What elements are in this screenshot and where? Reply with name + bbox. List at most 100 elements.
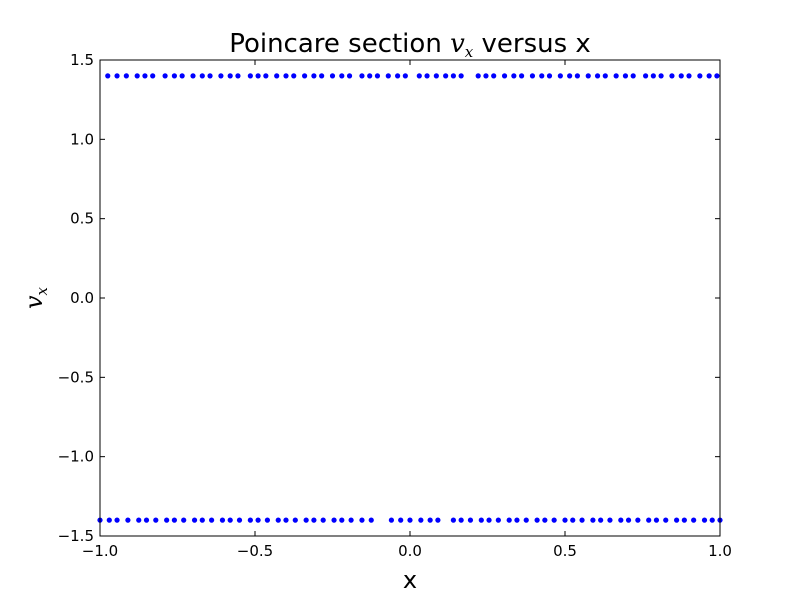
data-point-s1-3 [125,517,131,523]
data-point-s1-49 [570,517,576,523]
data-point-s1-25 [331,517,337,523]
data-point-s0-56 [630,73,636,79]
data-point-s1-55 [625,517,632,523]
data-point-s1-1 [106,517,112,523]
data-point-s0-7 [171,73,177,79]
data-point-s1-36 [450,517,456,523]
data-point-s1-20 [283,517,289,523]
data-point-s1-40 [486,517,492,523]
data-point-s1-37 [458,517,464,523]
data-point-s1-22 [303,517,309,523]
data-points [97,73,723,523]
data-point-s1-34 [427,517,433,523]
chart-title-math-sub: x [465,43,474,61]
chart-title-suffix: versus x [473,29,591,59]
data-point-s0-44 [519,73,525,79]
data-point-s1-48 [562,517,568,523]
data-point-s0-2 [123,73,129,79]
data-point-s0-27 [359,73,365,79]
y-tick-label-2: 0.5 [70,210,94,228]
chart-title: Poincare section vx versus x [229,29,591,61]
data-point-s0-20 [291,73,297,79]
data-point-s1-17 [255,517,261,523]
data-point-s1-2 [114,517,120,523]
x-tick-label-0: −1.0 [82,542,118,560]
data-point-s0-18 [274,73,280,79]
data-point-s0-30 [385,73,391,79]
x-tick-label-1: −0.5 [237,542,273,560]
data-point-s0-1 [114,73,120,79]
data-point-s1-30 [388,517,394,523]
data-point-s1-27 [348,517,354,523]
data-point-s1-26 [339,517,345,523]
data-point-s1-11 [199,517,205,523]
y-tick-label-0: 1.5 [70,51,94,69]
data-point-s1-16 [247,517,253,523]
data-point-s0-5 [150,73,156,79]
data-point-s0-37 [450,73,456,79]
data-point-s1-13 [219,517,226,523]
data-point-s0-14 [235,73,241,79]
data-point-s0-0 [105,73,111,79]
data-point-s1-35 [435,517,441,523]
data-point-s0-11 [207,73,213,79]
data-point-s0-15 [247,73,253,79]
data-point-s0-22 [311,73,317,79]
data-point-s0-25 [339,73,345,79]
data-point-s0-49 [567,73,573,79]
data-point-s1-58 [653,517,660,523]
data-point-s0-54 [613,73,619,79]
data-point-s1-42 [506,517,512,523]
data-point-s0-26 [346,73,353,79]
data-point-s0-63 [697,73,703,79]
data-point-s0-64 [706,73,712,79]
data-point-s1-50 [579,517,585,523]
data-point-s0-50 [574,73,581,79]
data-point-s1-24 [320,517,326,523]
data-point-s0-41 [491,73,497,79]
data-point-s1-15 [236,517,243,523]
data-point-s1-45 [534,517,540,523]
x-axis-label: x [403,566,417,594]
data-point-s1-32 [407,517,413,523]
data-point-s0-60 [669,73,675,79]
data-point-s0-43 [511,73,517,79]
data-point-s0-38 [458,73,464,79]
data-point-s1-38 [467,517,474,523]
data-point-s0-46 [539,73,545,79]
data-point-s0-40 [483,73,489,79]
data-point-s0-52 [594,73,601,79]
data-point-s0-55 [622,73,629,79]
data-point-s0-32 [402,73,408,79]
y-tick-label-6: −1.5 [58,527,94,545]
data-point-s1-9 [181,517,187,523]
data-point-s1-14 [227,517,233,523]
data-point-s0-36 [443,73,449,79]
data-point-s1-54 [618,517,624,523]
data-point-s1-63 [701,517,708,523]
data-point-s0-6 [162,73,168,79]
data-point-s1-10 [191,517,198,523]
data-point-s1-41 [495,517,501,523]
data-point-s1-12 [209,517,215,523]
data-point-s0-45 [529,73,536,79]
data-point-s1-60 [674,517,680,523]
x-tick-label-2: 0.0 [398,542,422,560]
data-point-s0-12 [218,73,224,79]
data-point-s0-9 [190,73,196,79]
data-point-s1-8 [171,517,177,523]
data-point-s0-4 [142,73,148,79]
data-point-s0-51 [585,73,591,79]
data-point-s0-17 [263,73,269,79]
data-point-s0-62 [686,73,692,79]
chart-title-math: v [450,29,465,59]
data-point-s0-47 [546,73,553,79]
y-tick-label-5: −1.0 [58,448,94,466]
data-point-s1-52 [598,517,604,523]
data-point-s1-5 [143,517,150,523]
data-point-s0-42 [501,73,508,79]
y-tick-label-3: 0.0 [70,289,94,307]
data-point-s1-28 [359,517,365,523]
data-point-s1-51 [590,517,596,523]
